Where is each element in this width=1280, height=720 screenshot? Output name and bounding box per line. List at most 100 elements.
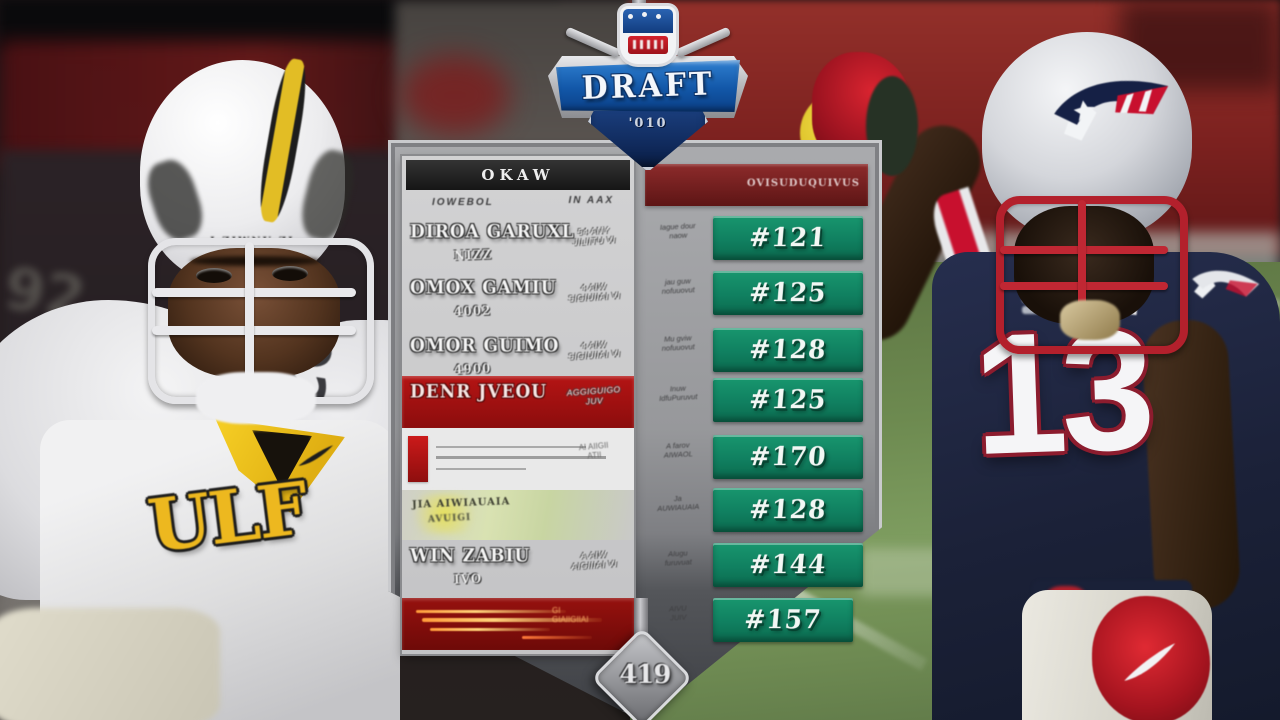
- row-note: A AIW AIGIIIAI VI: [571, 549, 618, 572]
- pick-label: Inuw IdfuPuruvut: [658, 383, 698, 403]
- pick-label: Mu gviw nofuuovut: [661, 333, 695, 353]
- table-row: WIN ZABIU IVO A AIW AIGIIIAI VI: [402, 540, 634, 598]
- nfl-shield-star: [628, 14, 633, 19]
- scribble-line: [422, 618, 602, 622]
- row-name: OMOR GUIMO: [410, 334, 560, 358]
- pick-number: #125: [748, 384, 828, 415]
- table-subheader: IOWEBOL IN AAX: [408, 194, 628, 214]
- table-row-marker: AI AIIGII ATII: [402, 428, 634, 490]
- logo-crossbar-right: [674, 26, 732, 59]
- pick-cell: #157: [713, 598, 853, 642]
- faint-text-line: [436, 468, 526, 470]
- scribble-line: [522, 636, 592, 639]
- table-title: OKAW: [406, 160, 630, 190]
- chinstrap-buckle: [1060, 300, 1120, 340]
- row-sub: IVO: [453, 570, 483, 588]
- table-row: DIROA GARUXL NIZZ 54 ANY JILIITU VI: [402, 216, 634, 272]
- row-sub: 4002: [453, 302, 492, 320]
- pick-cell: #125: [713, 271, 863, 315]
- left-player-chinstrap: [196, 372, 316, 424]
- left-player-eye: [196, 268, 232, 283]
- row-note: 54 ANY JILIITU VI: [572, 224, 617, 248]
- glove-swoosh-icon: [1124, 643, 1176, 681]
- nfl-shield-red-box: [628, 36, 668, 54]
- pick-label: AIugu furuvuat: [664, 548, 692, 568]
- picks-header-text: OVISUDUQUIVUS: [746, 178, 860, 189]
- row-note: 4 AIW SIGIUIIAI VI: [567, 281, 621, 304]
- pick-cell: #128: [713, 488, 863, 532]
- row-note: GI GIAIIGIIAI: [552, 606, 589, 624]
- pick-row: jau guw nofuuovut #125: [645, 271, 868, 315]
- table-row-highlight-red: DENR JVEOU AGGIGUIGO JUV: [402, 376, 634, 428]
- pick-number: #144: [748, 549, 828, 580]
- row-name: WIN ZABIU: [410, 544, 531, 568]
- row-note: AGGIGUIGO JUV: [566, 384, 621, 407]
- stadium-red-blotch: [400, 55, 510, 135]
- row-sub: 4900: [453, 360, 492, 378]
- row-note: AI AIIGII ATII: [578, 440, 609, 461]
- pick-row: Mu gviw nofuuovut #128: [645, 328, 868, 372]
- facemask-bar: [1078, 200, 1086, 334]
- yellow-smear: [404, 494, 484, 534]
- pick-number: #128: [748, 494, 828, 525]
- faint-text-line: [436, 456, 606, 459]
- pick-number: #128: [748, 334, 828, 365]
- logo-banner-text: DRAFT: [580, 65, 716, 108]
- nfl-shield-star: [642, 12, 647, 17]
- scribble-line: [430, 628, 550, 631]
- row-name: JIA AIWIAUAIA: [411, 496, 511, 511]
- scribble-line: [416, 610, 566, 613]
- faint-text-line: [436, 446, 586, 448]
- draft-picks-column: OVISUDUQUIVUS Iague dour naow #121 jau gu…: [645, 158, 868, 652]
- pick-row: Inuw IdfuPuruvut #125: [645, 378, 868, 422]
- pick-row: Iague dour naow #121: [645, 216, 868, 260]
- pick-number: #125: [748, 277, 828, 308]
- pick-row: AIugu furuvuat #144: [645, 543, 868, 587]
- left-player-eye: [272, 266, 308, 281]
- left-player-face: [168, 248, 340, 378]
- facemask-bar: [245, 242, 254, 387]
- nfl-shield-icon: [620, 6, 676, 64]
- right-player-facemask: [996, 196, 1188, 354]
- left-player-brow-shadow: [190, 256, 320, 266]
- pick-cell: #128: [713, 328, 863, 372]
- logo-crossbar-left: [564, 26, 622, 59]
- pick-label: Ja AUWIAUAIA: [656, 493, 700, 514]
- patriots-sleeve-logo-icon: [1192, 270, 1260, 299]
- left-player-pants: [0, 608, 220, 720]
- pick-cell: #125: [713, 378, 863, 422]
- pick-label: A farov AIWAOL: [663, 440, 693, 460]
- pick-label: jau guw nofuuovut: [661, 276, 695, 296]
- pick-number: #121: [748, 222, 828, 253]
- facemask-bar: [152, 326, 356, 335]
- row-name: DENR JVEOU: [410, 380, 548, 404]
- row-note: 4 AIW SIGIUIIAI VI: [567, 339, 621, 362]
- row-name: DIROA GARUXL: [410, 220, 575, 244]
- nike-swoosh-icon: [298, 445, 334, 466]
- badge-number: 419: [619, 660, 671, 691]
- pick-label: Iague dour naow: [659, 221, 696, 241]
- pick-row: A farov AIWAOL #170: [645, 435, 868, 479]
- pick-row: Ja AUWIAUAIA #128: [645, 488, 868, 532]
- logo-banner: DRAFT: [556, 60, 740, 112]
- picks-header: OVISUDUQUIVUS: [645, 164, 868, 206]
- pick-number: #157: [743, 604, 823, 635]
- nfl-draft-logo: '010 DRAFT: [548, 4, 748, 172]
- row-name: OMOX GAMIU: [410, 276, 557, 300]
- pick-cell: #144: [713, 543, 863, 587]
- pick-row: AIVU JUIV #157: [645, 598, 868, 642]
- patriots-helmet-logo-icon: [1054, 80, 1169, 141]
- logo-year-text: '010: [628, 116, 668, 131]
- pick-cell: #170: [713, 435, 863, 479]
- column-header-left: IOWEBOL: [432, 197, 494, 208]
- facemask-bar: [152, 288, 356, 297]
- draft-roster-table: OKAW IOWEBOL IN AAX DIROA GARUXL NIZZ 54…: [402, 156, 634, 654]
- pick-cell: #121: [713, 216, 863, 260]
- nfl-shield-star: [656, 14, 661, 19]
- table-row: OMOX GAMIU 4002 4 AIW SIGIUIIAI VI: [402, 272, 634, 330]
- pick-label: AIVU JUIV: [668, 603, 687, 623]
- nfl-shield-blue-field: [623, 9, 673, 33]
- table-row-tinted: JIA AIWIAUAIA AVUIGI: [402, 490, 634, 540]
- row-sub: NIZZ: [453, 246, 493, 264]
